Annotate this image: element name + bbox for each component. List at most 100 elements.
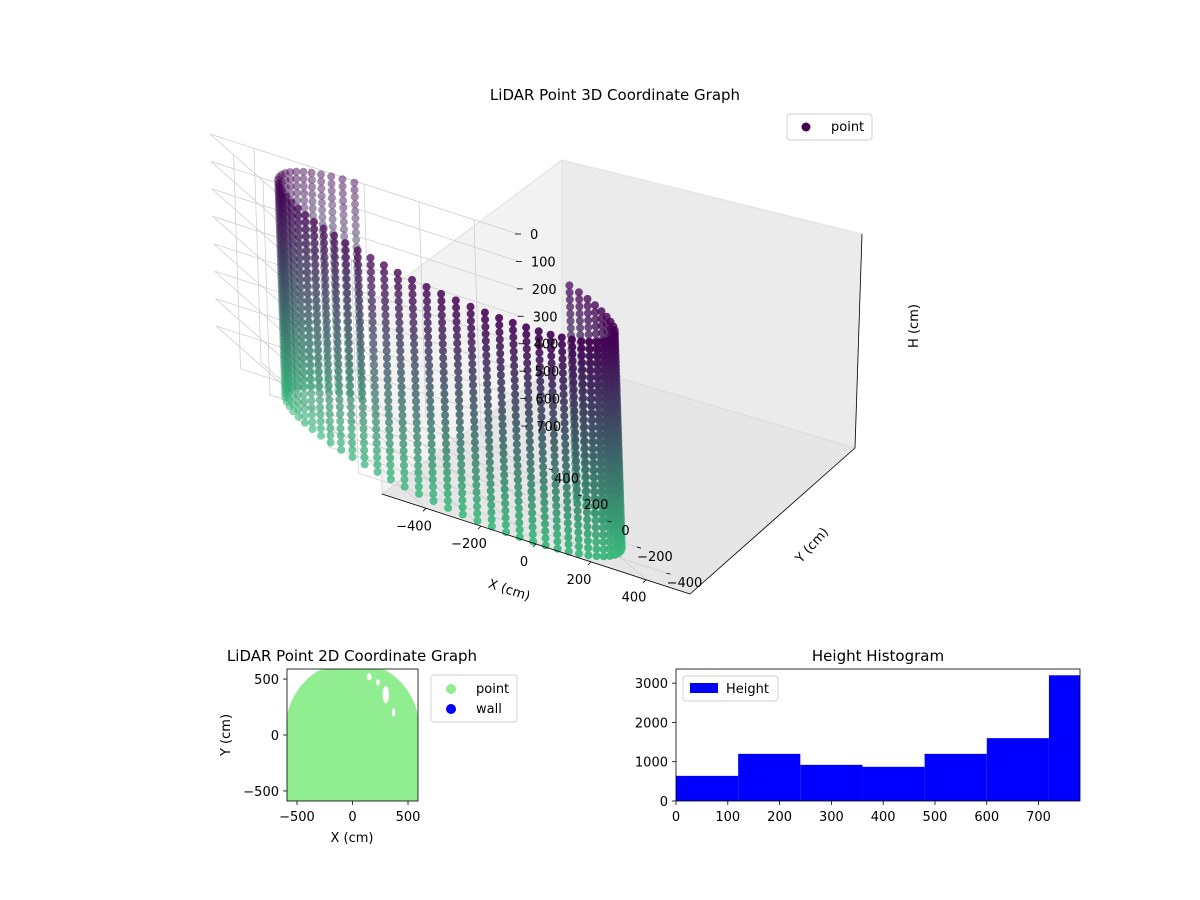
- point-3d: [346, 403, 355, 412]
- point-3d: [513, 454, 522, 463]
- point-3d: [524, 409, 533, 417]
- point-3d: [598, 337, 607, 346]
- point-3d: [350, 178, 359, 187]
- point-3d: [535, 363, 544, 371]
- point-3d: [311, 260, 320, 269]
- point-3d: [319, 224, 328, 233]
- z-tick-label-3d: 0: [530, 228, 538, 243]
- point-3d: [314, 360, 323, 369]
- point-3d: [587, 388, 596, 396]
- point-3d: [455, 396, 464, 405]
- point-3d: [572, 485, 581, 494]
- point-3d: [568, 342, 577, 351]
- point-3d: [317, 198, 326, 207]
- grid-line-z: [213, 243, 522, 391]
- point-3d: [357, 353, 366, 362]
- point-3d: [351, 221, 360, 230]
- point-3d: [549, 409, 558, 418]
- point-3d: [568, 335, 576, 344]
- point-3d: [550, 444, 559, 453]
- point-3d: [588, 430, 597, 439]
- point-3d: [333, 338, 342, 347]
- point-3d: [575, 302, 584, 311]
- point-3d: [400, 475, 409, 484]
- point-3d: [442, 461, 451, 470]
- point-3d: [452, 310, 461, 319]
- point-3d: [456, 439, 465, 448]
- point-3d: [481, 337, 490, 345]
- point-3d: [538, 448, 547, 457]
- point-3d: [552, 501, 561, 510]
- point-3d: [336, 410, 344, 419]
- point-3d: [599, 345, 608, 353]
- point-3d: [356, 317, 364, 326]
- point-3d: [481, 315, 490, 324]
- point-3d: [591, 322, 600, 331]
- point-3d: [515, 525, 524, 534]
- point-3d: [426, 390, 434, 398]
- point-3d: [440, 389, 449, 398]
- point-3d: [411, 390, 420, 399]
- point-3d: [538, 427, 546, 436]
- point-3d: [466, 309, 475, 318]
- point-3d: [344, 338, 353, 347]
- point-3d: [423, 325, 432, 334]
- point-3d: [560, 404, 569, 413]
- point-3d: [293, 384, 302, 393]
- point-3d: [294, 226, 303, 235]
- grid-line-z: [216, 325, 525, 473]
- z-tick-label-3d: 300: [533, 310, 558, 325]
- z-tick-label-3d: 500: [534, 365, 559, 380]
- point-3d: [360, 446, 369, 455]
- point-3d: [400, 468, 409, 477]
- point-3d: [331, 274, 340, 283]
- point-3d: [550, 452, 559, 460]
- point-3d: [484, 429, 493, 438]
- point-3d: [439, 361, 448, 370]
- point-3d: [453, 360, 462, 369]
- point-3d: [592, 338, 601, 347]
- point-3d: [305, 346, 314, 355]
- point-3d: [422, 283, 431, 291]
- point-3d: [317, 431, 326, 440]
- point-3d: [330, 246, 339, 254]
- point-3d: [327, 193, 336, 202]
- point-3d: [586, 352, 595, 361]
- point-3d: [499, 435, 507, 444]
- point-3d: [583, 529, 592, 538]
- histogram-ticks: 0 100 200 300 400 500 600 700 0 1000 2000 3000: [635, 677, 1051, 825]
- point-3d: [486, 472, 495, 481]
- point-3d: [322, 296, 330, 304]
- point-3d: [310, 232, 319, 240]
- point-3d: [413, 432, 422, 441]
- legend-histogram-frame: [682, 675, 779, 702]
- point-3d: [497, 399, 506, 408]
- point-3d: [346, 381, 355, 390]
- point-3d: [486, 486, 495, 495]
- point-3d: [316, 403, 325, 412]
- point-3d: [552, 509, 561, 517]
- point-3d: [310, 224, 319, 233]
- point-3d: [311, 253, 320, 262]
- point-3d: [345, 360, 354, 369]
- x-axis-label-3d: X (cm): [486, 577, 532, 605]
- point-3d: [410, 347, 419, 356]
- point-3d: [561, 433, 569, 442]
- point-3d: [569, 385, 578, 394]
- plot-frame-histogram: [675, 668, 1081, 802]
- point-3d: [397, 397, 406, 406]
- point-3d: [397, 368, 405, 377]
- point-3d: [288, 227, 297, 236]
- point-3d: [469, 381, 477, 390]
- point-3d: [550, 459, 559, 468]
- x-tick-label-histogram: 700: [1026, 810, 1051, 825]
- point-3d: [307, 168, 316, 177]
- point-3d: [580, 444, 589, 453]
- point-3d: [303, 268, 312, 277]
- point-3d: [319, 231, 328, 240]
- point-3d: [291, 305, 300, 314]
- point-3d: [299, 182, 308, 191]
- point-3d: [323, 338, 332, 347]
- point-3d: [336, 417, 345, 426]
- point-3d: [472, 473, 481, 482]
